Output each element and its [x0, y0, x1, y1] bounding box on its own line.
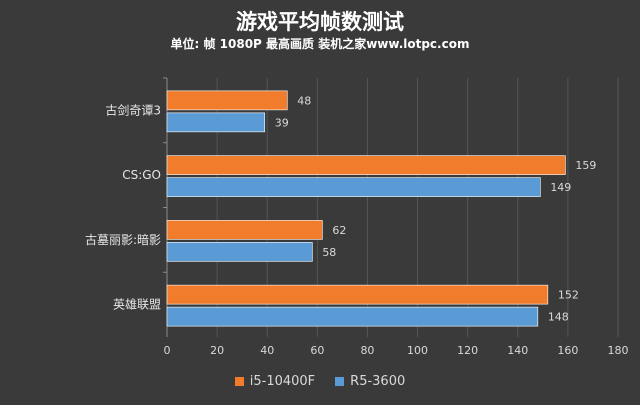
chart-title: 游戏平均帧数测试	[236, 10, 404, 34]
category-label: 古墓丽影:暗影	[85, 232, 161, 247]
legend-swatch-series-1	[234, 377, 244, 386]
bar-series-1	[166, 220, 323, 240]
legend-label-series-2: R5-3600	[350, 374, 406, 389]
x-tick-label: 80	[360, 344, 374, 357]
category-label: CS:GO	[122, 168, 161, 182]
data-label: 152	[558, 289, 579, 302]
bar-series-1	[166, 155, 566, 175]
legend-swatch-series-2	[335, 377, 345, 386]
data-label: 159	[575, 159, 596, 172]
category-label: 英雄联盟	[113, 297, 161, 312]
data-label: 48	[297, 94, 311, 107]
legend-item-series-2: R5-3600	[335, 374, 405, 389]
bar-series-1	[166, 90, 288, 111]
bar-series-2	[166, 242, 313, 262]
bar-series-1	[166, 284, 549, 305]
x-tick-label: 140	[507, 344, 528, 357]
legend: i5-10400F R5-3600	[0, 374, 640, 389]
category-label: 古剑奇谭3	[105, 102, 161, 117]
x-tick-label: 60	[310, 344, 324, 357]
bar-series-2	[166, 177, 541, 197]
x-tick-label: 180	[608, 344, 629, 357]
data-label: 58	[322, 246, 336, 259]
x-tick-label: 120	[457, 344, 478, 357]
x-tick-label: 160	[557, 344, 578, 357]
data-label: 149	[550, 181, 571, 194]
bar-series-2	[166, 306, 539, 327]
chart-subtitle: 单位: 帧 1080P 最高画质 装机之家www.lotpc.com	[170, 37, 470, 51]
data-label: 148	[548, 311, 569, 324]
legend-item-series-1: i5-10400F	[234, 374, 316, 389]
x-tick-label: 20	[210, 344, 224, 357]
x-tick-label: 40	[260, 344, 274, 357]
data-label: 62	[332, 224, 346, 237]
x-tick-label: 0	[164, 344, 171, 357]
x-tick-label: 100	[407, 344, 428, 357]
bar-series-2	[166, 112, 266, 133]
legend-label-series-1: i5-10400F	[249, 374, 316, 389]
data-label: 39	[275, 116, 289, 129]
